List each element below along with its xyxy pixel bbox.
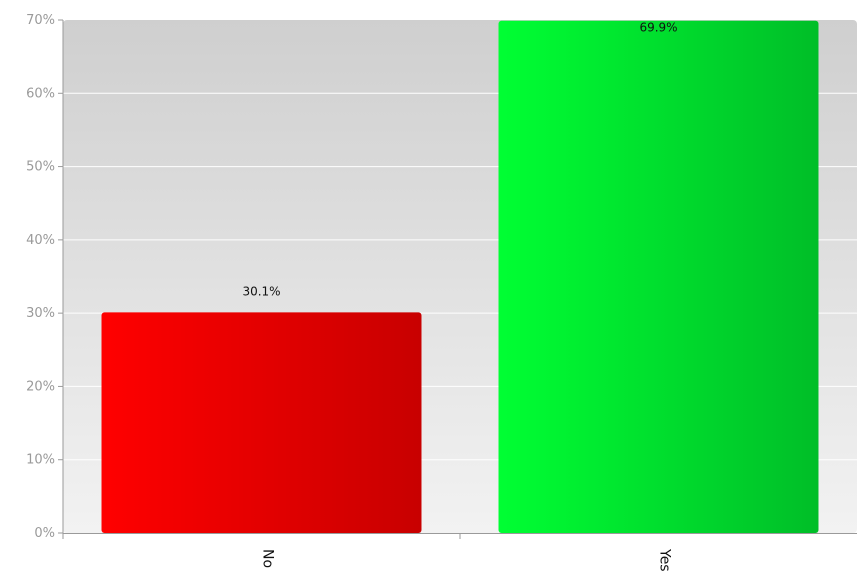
y-tick-label: 10% <box>26 453 55 468</box>
x-category-label: Yes <box>657 548 673 572</box>
bar-value-label: 69.9% <box>639 21 677 35</box>
y-tick-label: 30% <box>26 306 55 321</box>
x-category-label: No <box>260 549 276 568</box>
y-tick-label: 20% <box>26 379 55 394</box>
y-tick-label: 60% <box>26 86 55 101</box>
bar-no <box>101 312 422 533</box>
y-tick-label: 70% <box>26 13 55 28</box>
bars <box>101 20 819 534</box>
y-tick-label: 50% <box>26 160 55 175</box>
bar-value-label: 30.1% <box>242 284 280 298</box>
bar-yes <box>498 20 819 534</box>
axes <box>58 19 857 539</box>
y-tick-label: 0% <box>34 526 55 541</box>
y-tick-label: 40% <box>26 233 55 248</box>
labels: 0% 10% 20% 30% 40% 50% 60% 70% 30.1% No 69.9% Yes <box>26 13 677 572</box>
